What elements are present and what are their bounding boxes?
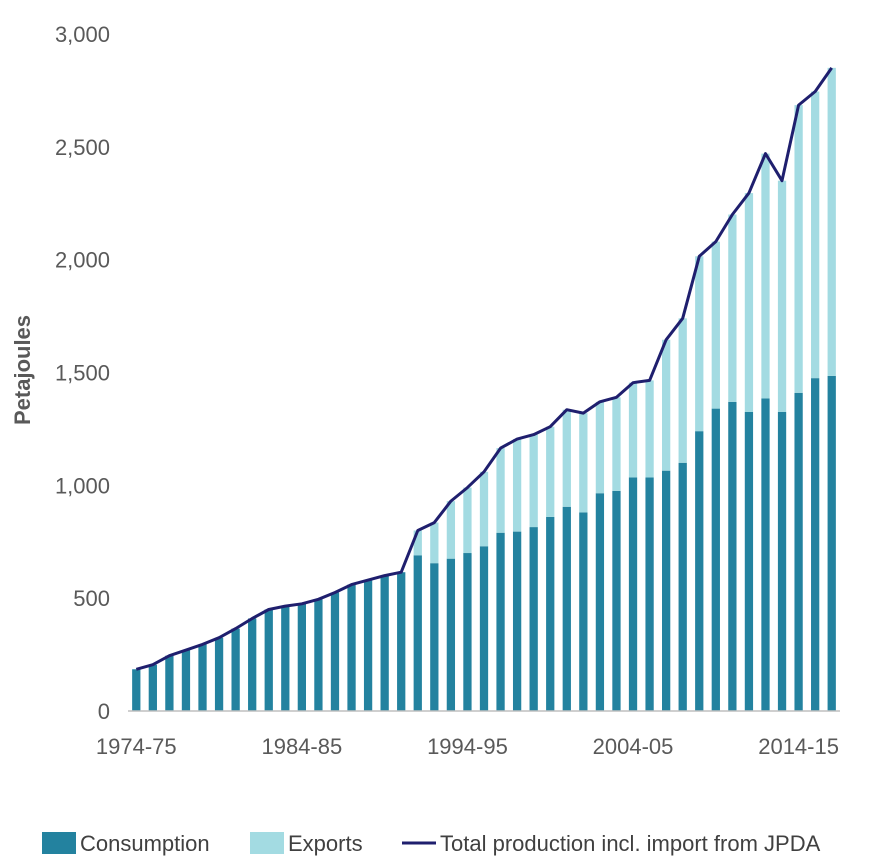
exports-bar xyxy=(711,241,720,409)
consumption-bar xyxy=(297,603,306,711)
legend-swatch-consumption xyxy=(42,832,76,854)
consumption-bar xyxy=(546,516,555,711)
exports-bar xyxy=(413,530,422,556)
consumption-bar xyxy=(148,664,157,711)
consumption-bar xyxy=(612,490,621,711)
x-tick-label: 1984-85 xyxy=(261,734,342,759)
consumption-bar xyxy=(231,628,240,711)
consumption-bar xyxy=(479,546,489,711)
legend-label-exports: Exports xyxy=(288,831,363,856)
exports-bar xyxy=(579,413,588,513)
y-axis-labels: 0 500 1,000 1,500 2,000 2,500 3,000 xyxy=(55,22,110,724)
consumption-bar xyxy=(744,411,754,711)
exports-bar xyxy=(512,439,522,532)
consumption-bar xyxy=(363,580,373,711)
total-production-line xyxy=(135,67,833,671)
y-tick-label: 1,000 xyxy=(55,473,110,498)
exports-bar xyxy=(628,382,638,478)
exports-bar xyxy=(595,401,605,494)
consumption-bar xyxy=(347,584,356,711)
exports-bar xyxy=(744,193,754,412)
exports-bar xyxy=(496,448,505,533)
exports-bar xyxy=(794,105,803,393)
legend-label-consumption: Consumption xyxy=(80,831,210,856)
consumption-bar xyxy=(397,572,406,711)
exports-bar xyxy=(546,426,555,517)
consumption-bar xyxy=(512,531,522,711)
consumption-bar xyxy=(794,392,803,711)
exports-bar xyxy=(645,380,654,478)
x-tick-label: 2014-15 xyxy=(758,734,839,759)
consumption-bar xyxy=(628,477,638,711)
consumption-bar xyxy=(330,592,340,711)
exports-bar xyxy=(678,318,687,463)
consumption-bar xyxy=(579,512,588,711)
exports-bar xyxy=(761,153,770,399)
exports-bar xyxy=(728,214,737,402)
exports-bar xyxy=(777,180,787,412)
consumption-bar xyxy=(562,506,571,711)
consumption-bar xyxy=(595,493,605,711)
y-tick-label: 2,000 xyxy=(55,248,110,273)
bars xyxy=(132,67,836,711)
consumption-bar xyxy=(314,599,323,711)
consumption-bar xyxy=(413,555,422,711)
consumption-bar xyxy=(214,637,224,711)
consumption-bar xyxy=(430,563,439,711)
consumption-bar xyxy=(380,575,389,711)
exports-bar xyxy=(612,397,621,491)
exports-bar xyxy=(811,91,820,379)
x-tick-label: 1994-95 xyxy=(427,734,508,759)
consumption-bar xyxy=(811,378,820,711)
consumption-bar xyxy=(827,375,836,711)
exports-bar xyxy=(827,67,836,376)
consumption-bar xyxy=(662,470,671,711)
total-production-series-line xyxy=(135,67,833,671)
exports-bar xyxy=(562,409,571,507)
x-axis-labels: 1974-75 1984-85 1994-95 2004-05 2014-15 xyxy=(96,734,839,759)
consumption-bar xyxy=(777,411,787,711)
y-tick-label: 2,500 xyxy=(55,135,110,160)
consumption-bar xyxy=(446,558,456,711)
consumption-bar xyxy=(198,644,207,711)
consumption-bar xyxy=(463,553,472,711)
y-axis-title: Petajoules xyxy=(10,315,35,425)
x-tick-label: 1974-75 xyxy=(96,734,177,759)
consumption-bar xyxy=(711,408,720,711)
legend-label-total-production: Total production incl. import from JPDA xyxy=(440,831,821,856)
consumption-bar xyxy=(181,650,191,711)
consumption-bar xyxy=(695,431,704,711)
y-tick-label: 3,000 xyxy=(55,22,110,47)
consumption-bar xyxy=(132,669,141,711)
consumption-bar xyxy=(248,618,257,711)
y-tick-label: 1,500 xyxy=(55,361,110,386)
y-tick-label: 500 xyxy=(73,586,110,611)
consumption-bar xyxy=(264,609,273,711)
y-tick-label: 0 xyxy=(98,699,110,724)
consumption-bar xyxy=(728,401,737,711)
consumption-bar xyxy=(761,398,770,711)
consumption-bar xyxy=(529,527,538,711)
consumption-bar xyxy=(645,477,654,711)
exports-bar xyxy=(662,339,671,471)
legend: Consumption Exports Total production inc… xyxy=(42,831,821,856)
exports-bar xyxy=(446,501,456,559)
legend-swatch-exports xyxy=(250,832,284,854)
exports-bar xyxy=(695,256,704,432)
consumption-bar xyxy=(165,655,174,711)
exports-bar xyxy=(463,487,472,554)
exports-bar xyxy=(479,471,489,547)
exports-bar xyxy=(529,434,538,528)
consumption-bar xyxy=(678,462,687,711)
exports-bar xyxy=(430,522,439,564)
x-tick-label: 2004-05 xyxy=(593,734,674,759)
consumption-bar xyxy=(496,532,505,711)
consumption-bar xyxy=(281,606,290,711)
